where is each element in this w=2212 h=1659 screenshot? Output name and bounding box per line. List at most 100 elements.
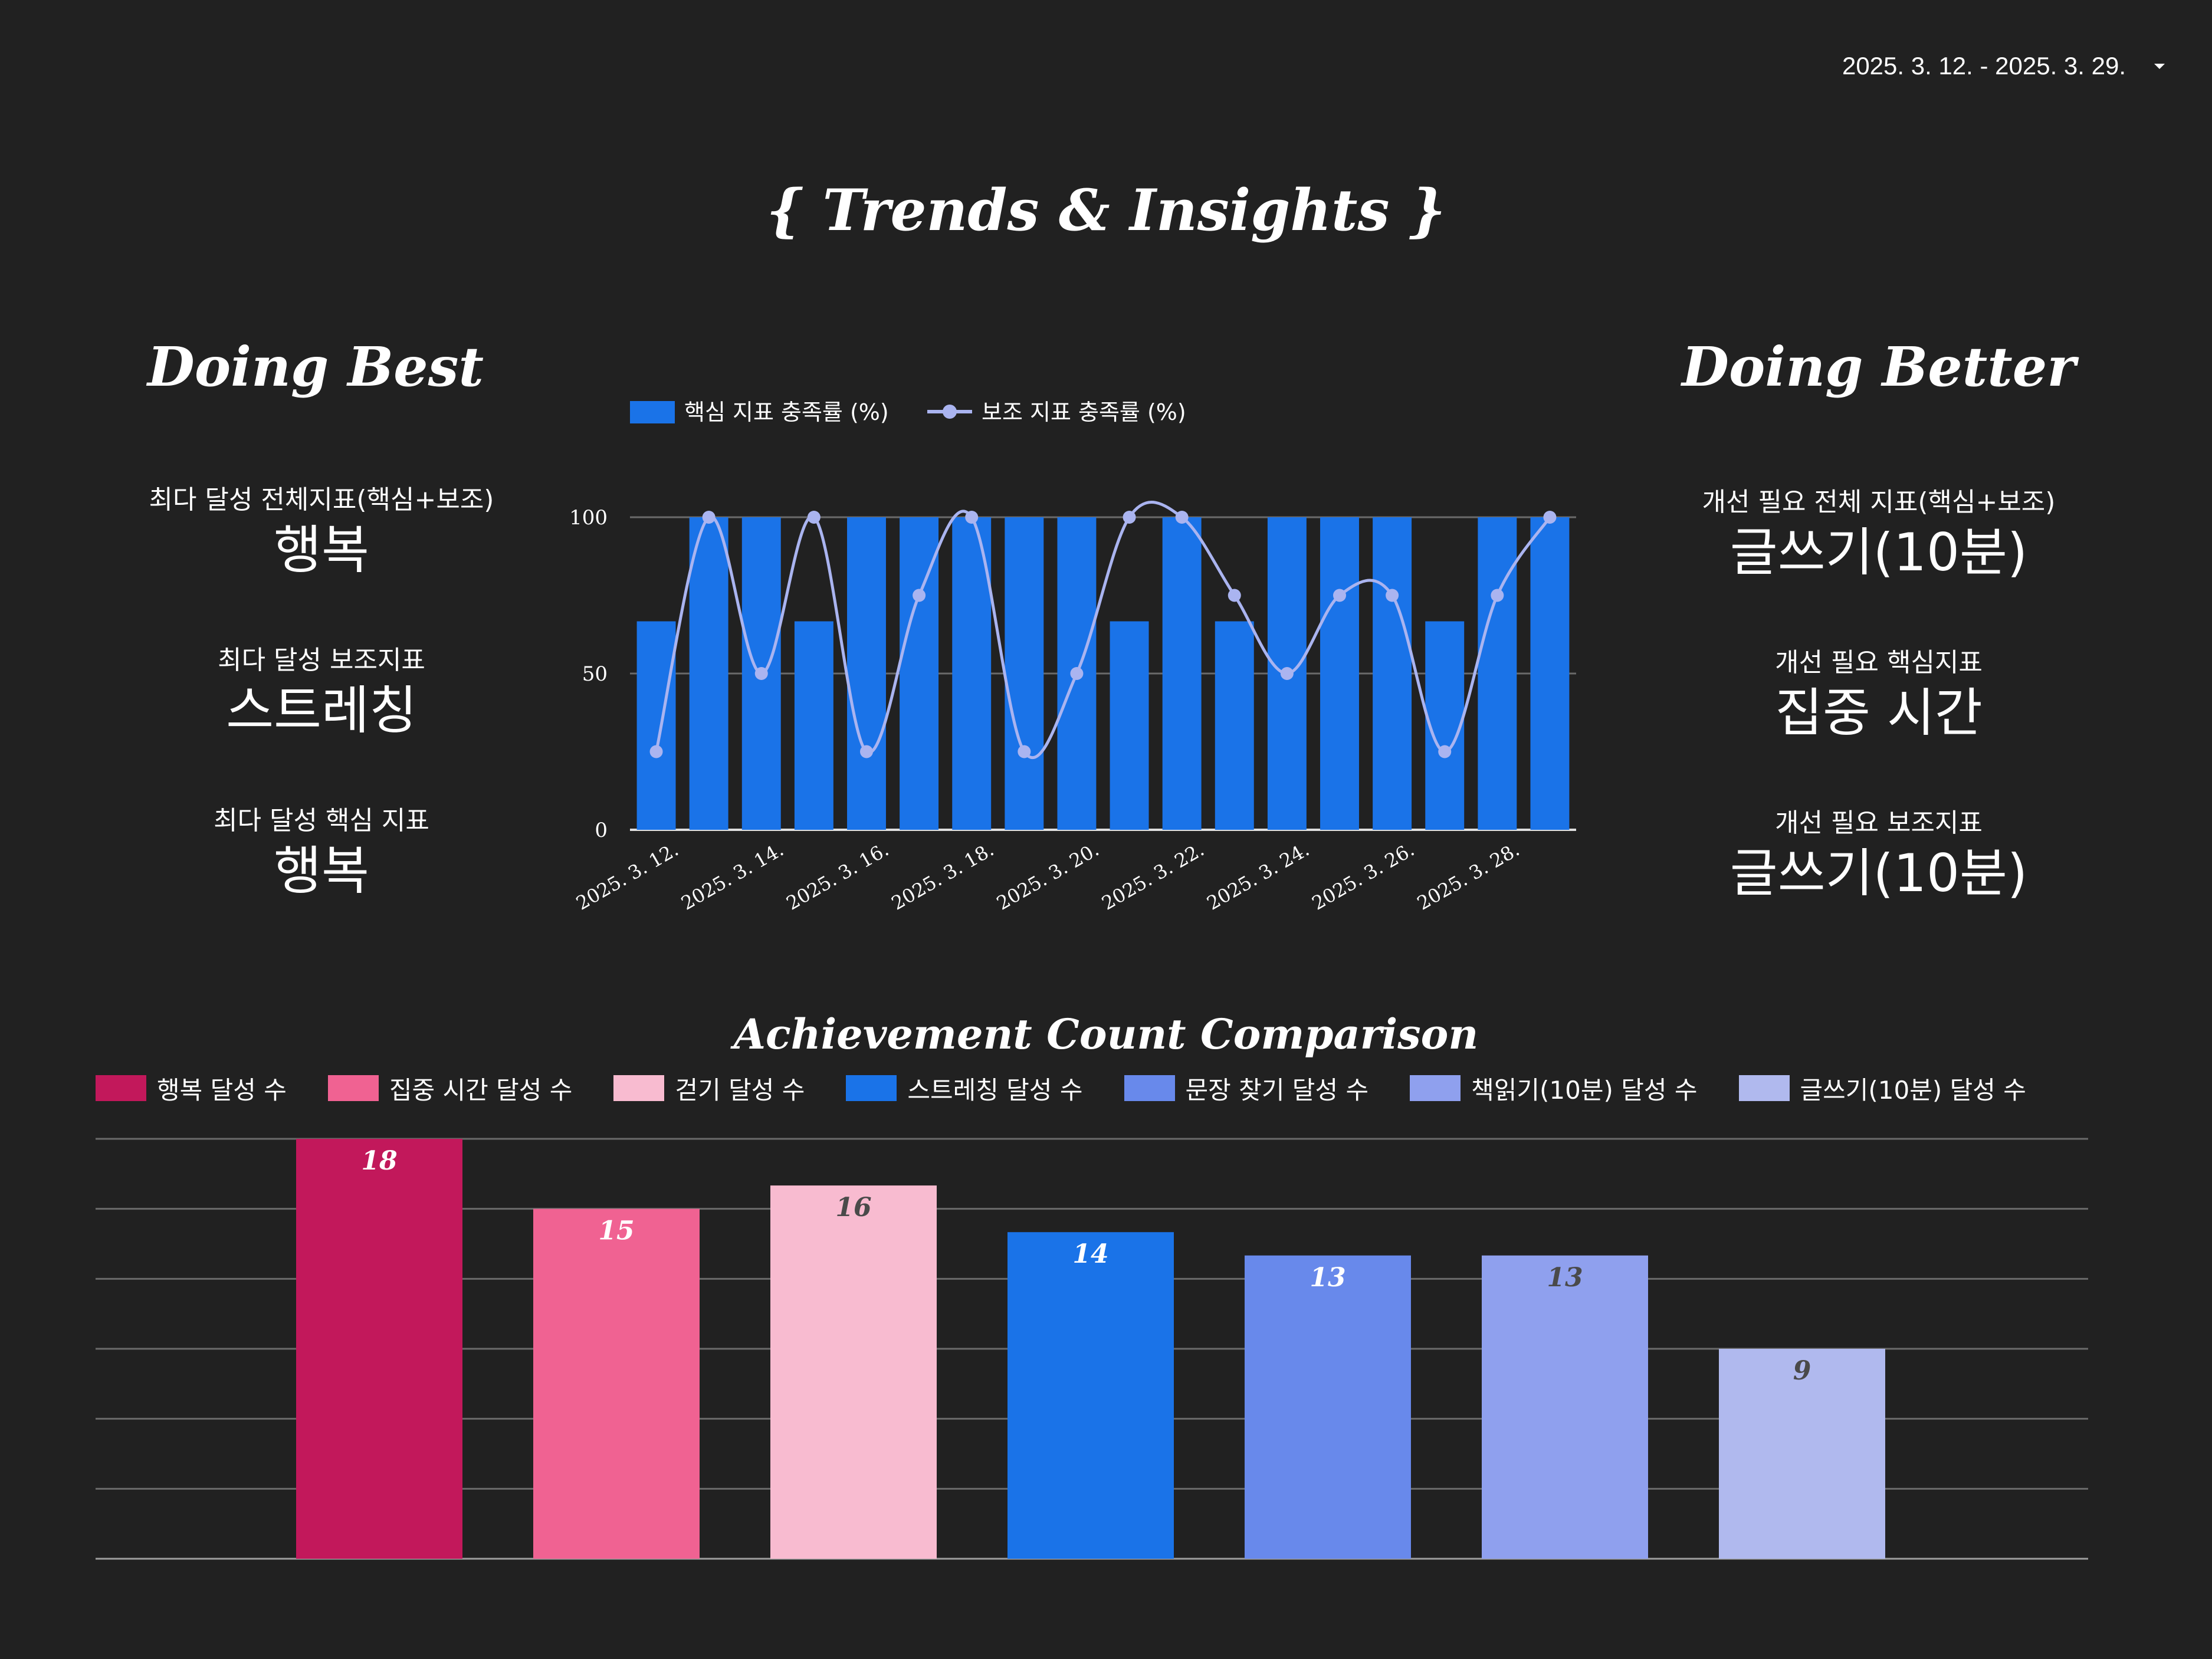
legend-marker [943,405,957,419]
bar [1110,621,1149,830]
line-point [1543,511,1557,524]
x-tick-label: 2025. 3. 20. [993,838,1102,915]
achievement-bar [1007,1232,1174,1559]
bar [636,621,676,830]
achievement-bar [1719,1349,1885,1559]
legend-item: 걷기 달성 수 [613,1075,805,1105]
dropdown-caret-icon[interactable] [2154,63,2165,69]
legend-item: 글쓰기(10분) 달성 수 [1738,1075,2026,1105]
bar [1530,517,1570,830]
legend-label: 스트레칭 달성 수 [907,1075,1083,1105]
bar [1425,621,1465,830]
data-label: 13 [1310,1263,1345,1293]
better-secondary-kpi: 개선 필요 보조지표 글쓰기(10분) [1613,806,2144,906]
best-secondary-kpi: 최다 달성 보조지표 스트레칭 [56,643,587,743]
line-point [649,745,663,758]
x-tick-label: 2025. 3. 26. [1308,838,1418,915]
legend-swatch [1410,1075,1461,1101]
best-overall-kpi: 최다 달성 전체지표(핵심+보조) 행복 [56,482,587,583]
data-label: 14 [1072,1239,1108,1269]
x-tick-label: 2025. 3. 12. [572,838,682,915]
achievement-legend: 행복 달성 수 집중 시간 달성 수 걷기 달성 수 스트레칭 달성 수 문장 찾기 달… [96,1075,2101,1105]
achievement-chart: 18 15 16 14 13 13 9 [96,1138,2088,1560]
legend-swatch [96,1075,146,1101]
legend-label: 행복 달성 수 [157,1075,287,1105]
line-point [965,511,979,524]
line-point [1228,589,1241,602]
achievement-chart-title: Achievement Count Comparison [733,1010,1479,1059]
line-point [860,745,873,758]
achievement-bar [770,1185,937,1559]
legend-swatch [846,1075,897,1101]
line-point [1123,511,1136,524]
bar [952,517,992,830]
x-tick-label: 2025. 3. 22. [1098,838,1207,915]
line-point [1070,667,1084,680]
bar [847,517,886,830]
kpi-value: 글쓰기(10분) [1729,522,2028,583]
legend-label: 책읽기(10분) 달성 수 [1471,1075,1698,1105]
legend-label: 걷기 달성 수 [675,1075,805,1105]
doing-better-heading: Doing Better [1682,335,2076,399]
line-point [807,511,821,524]
best-core-kpi: 최다 달성 핵심 지표 행복 [56,803,587,904]
achievement-bar [1482,1255,1648,1559]
x-tick-label: 2025. 3. 18. [888,838,997,915]
bar [900,517,939,830]
bar [1162,517,1202,830]
doing-best-heading: Doing Best [147,335,484,399]
data-label: 13 [1547,1263,1583,1293]
y-tick-label: 100 [569,506,608,530]
kpi-label: 최다 달성 전체지표(핵심+보조) [149,485,494,515]
achievement-bar [533,1208,700,1559]
bar [794,621,833,830]
line-point [1280,667,1294,680]
kpi-value: 행복 [274,520,369,580]
kpi-value: 행복 [274,840,369,901]
line-point [1438,745,1452,758]
achievement-bar [1245,1255,1411,1559]
line-point [1386,589,1399,602]
x-tick-label: 2025. 3. 14. [677,838,787,915]
bar [1373,517,1412,830]
legend-label: 글쓰기(10분) 달성 수 [1800,1075,2026,1105]
kpi-label: 개선 필요 보조지표 [1775,808,1983,838]
legend-swatch [613,1075,665,1101]
legend-item: 행복 달성 수 [96,1075,287,1105]
legend-swatch [1738,1075,1790,1101]
kpi-label: 최다 달성 핵심 지표 [214,806,429,836]
line-point [1333,589,1346,602]
better-core-kpi: 개선 필요 핵심지표 집중 시간 [1613,645,2144,745]
legend-item: 문장 찾기 달성 수 [1124,1075,1368,1105]
line-point [702,511,716,524]
legend-label: 문장 찾기 달성 수 [1185,1075,1369,1105]
date-range-selector[interactable]: 2025. 3. 12. - 2025. 3. 29. [1842,52,2165,80]
legend-swatch [630,401,675,423]
y-tick-label: 50 [582,662,608,686]
page-title: { Trends & Insights } [766,177,1446,244]
x-tick-label: 2025. 3. 28. [1413,838,1523,915]
series-line [655,501,1551,759]
legend-item: 스트레칭 달성 수 [846,1075,1083,1105]
date-range-label: 2025. 3. 12. - 2025. 3. 29. [1842,52,2126,80]
legend-label: 핵심 지표 충족률 (%) [684,399,889,425]
better-overall-kpi: 개선 필요 전체 지표(핵심+보조) 글쓰기(10분) [1613,485,2144,585]
legend-swatch [1124,1075,1175,1101]
kpi-label: 개선 필요 핵심지표 [1775,648,1983,678]
legend-item: 집중 시간 달성 수 [327,1075,572,1105]
kpi-value: 집중 시간 [1775,682,1983,743]
kpi-label: 최다 달성 보조지표 [218,645,425,675]
kpi-label: 개선 필요 전체 지표(핵심+보조) [1702,487,2056,517]
line-point [1491,589,1504,602]
x-tick-label: 2025. 3. 24. [1203,838,1312,915]
legend-label: 집중 시간 달성 수 [389,1075,573,1105]
line-point [913,589,926,602]
bar [689,517,728,830]
bar [1005,517,1044,830]
legend-swatch [327,1075,379,1101]
data-label: 9 [1793,1356,1811,1386]
data-label: 16 [835,1192,871,1223]
achievement-bar [296,1139,462,1559]
kpi-value: 글쓰기(10분) [1729,843,2028,904]
